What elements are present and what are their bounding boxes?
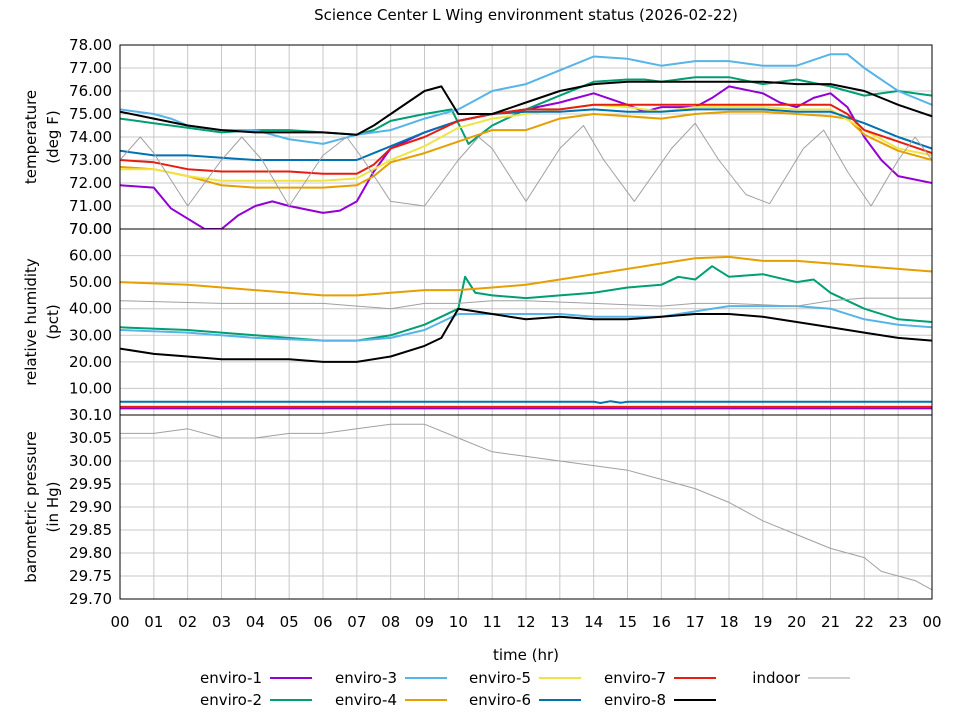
y-axis-title-line: barometric pressure bbox=[22, 431, 40, 583]
x-tick-label: 17 bbox=[686, 613, 705, 631]
x-tick-label: 12 bbox=[516, 613, 535, 631]
x-axis-title: time (hr) bbox=[493, 646, 559, 664]
y-tick-label: 74.00 bbox=[69, 128, 112, 146]
x-tick-label: 01 bbox=[144, 613, 163, 631]
y-tick-label: 70.00 bbox=[69, 220, 112, 238]
y-tick-label: 50.00 bbox=[69, 273, 112, 291]
y-tick-label: 29.75 bbox=[69, 567, 112, 585]
y-tick-label: 71.00 bbox=[69, 197, 112, 215]
series-line-enviro-8 bbox=[120, 307, 932, 363]
series-line-enviro-8 bbox=[120, 80, 932, 136]
series-line-enviro-3 bbox=[120, 53, 932, 145]
y-tick-label: 60.00 bbox=[69, 247, 112, 265]
legend: enviro-1 enviro-2 enviro-3 enviro-4 enviro-5… bbox=[200, 669, 850, 709]
series-line-indoor bbox=[120, 297, 932, 310]
y-tick-label: 30.00 bbox=[69, 326, 112, 344]
series-line-enviro-6 bbox=[120, 400, 932, 404]
legend-label-enviro-4: enviro-4 bbox=[335, 691, 397, 709]
legend-label-enviro-5: enviro-5 bbox=[469, 669, 531, 687]
x-tick-label: 14 bbox=[584, 613, 603, 631]
series-group bbox=[120, 255, 932, 410]
x-tick-labels: 00 01 02 03 04 05 06 07 08 09 10 11 12 13 14 15 16 17 18 19… bbox=[110, 613, 941, 631]
legend-label-enviro-7: enviro-7 bbox=[604, 669, 666, 687]
x-tick-label: 11 bbox=[483, 613, 502, 631]
x-tick-label: 08 bbox=[381, 613, 400, 631]
y-tick-label: 29.70 bbox=[69, 590, 112, 608]
y-axis-title: relative humidity (pct) bbox=[22, 258, 62, 386]
y-axis-title: temperature (deg F) bbox=[22, 90, 62, 184]
series-line-enviro-3 bbox=[120, 305, 932, 342]
series-line-enviro-4 bbox=[120, 255, 932, 297]
y-tick-label: 30.05 bbox=[69, 429, 112, 447]
series-line-enviro-6 bbox=[120, 108, 932, 161]
panel-temperature: 70.00 71.00 72.00 73.00 74.00 75.00 76.00 77.00… bbox=[22, 36, 933, 238]
y-tick-label: 30.00 bbox=[69, 452, 112, 470]
y-tick-label: 29.85 bbox=[69, 521, 112, 539]
x-tick-label: 23 bbox=[889, 613, 908, 631]
y-tick-label: 72.00 bbox=[69, 174, 112, 192]
y-tick-label: 10.00 bbox=[69, 379, 112, 397]
series-line-indoor bbox=[120, 122, 932, 207]
chart-title: Science Center L Wing environment status… bbox=[314, 6, 738, 24]
y-axis-title-line: (deg F) bbox=[44, 110, 62, 163]
x-tick-label: 10 bbox=[449, 613, 468, 631]
x-tick-label: 20 bbox=[787, 613, 806, 631]
x-tick-label: 00 bbox=[922, 613, 941, 631]
x-tick-label: 22 bbox=[855, 613, 874, 631]
x-tick-label: 21 bbox=[821, 613, 840, 631]
legend-label-enviro-6: enviro-6 bbox=[469, 691, 531, 709]
y-axis-title-line: temperature bbox=[22, 90, 40, 184]
series-group bbox=[120, 423, 932, 591]
series-line-enviro-7 bbox=[120, 103, 932, 175]
x-tick-label: 07 bbox=[347, 613, 366, 631]
y-tick-label: 20.00 bbox=[69, 353, 112, 371]
x-tick-label: 16 bbox=[652, 613, 671, 631]
panel-frame bbox=[119, 414, 933, 600]
y-tick-label: 70.00 bbox=[69, 220, 112, 238]
x-tick-label: 06 bbox=[313, 613, 332, 631]
y-tick-label: 77.00 bbox=[69, 59, 112, 77]
legend-label-indoor: indoor bbox=[752, 669, 801, 687]
x-tick-label: 03 bbox=[212, 613, 231, 631]
x-tick-label: 09 bbox=[415, 613, 434, 631]
x-tick-label: 13 bbox=[550, 613, 569, 631]
y-tick-label: 76.00 bbox=[69, 82, 112, 100]
legend-label-enviro-8: enviro-8 bbox=[604, 691, 666, 709]
y-axis-title-line: (pct) bbox=[44, 304, 62, 339]
y-axis-title-line: relative humidity bbox=[22, 258, 40, 386]
y-tick-label: 73.00 bbox=[69, 151, 112, 169]
panel-humidity: 10.00 20.00 30.00 40.00 50.00 60.00 70.00 relat… bbox=[22, 220, 933, 416]
x-tick-label: 00 bbox=[110, 613, 129, 631]
y-tick-label: 30.10 bbox=[69, 406, 112, 424]
y-tick-label: 78.00 bbox=[69, 36, 112, 54]
x-tick-label: 18 bbox=[719, 613, 738, 631]
series-group bbox=[120, 53, 932, 229]
y-tick-label: 29.95 bbox=[69, 475, 112, 493]
y-tick-label: 29.90 bbox=[69, 498, 112, 516]
y-axis-title-line: (in Hg) bbox=[44, 482, 62, 533]
series-line-indoor bbox=[120, 423, 932, 591]
series-line-enviro-1 bbox=[120, 85, 932, 229]
x-tick-label: 04 bbox=[246, 613, 265, 631]
y-tick-label: 40.00 bbox=[69, 300, 112, 318]
y-axis-title: barometric pressure (in Hg) bbox=[22, 431, 62, 583]
series-line-enviro-4 bbox=[120, 110, 932, 189]
x-tick-label: 19 bbox=[753, 613, 772, 631]
legend-label-enviro-2: enviro-2 bbox=[200, 691, 262, 709]
panel-pressure: 29.70 29.75 29.80 29.85 29.90 29.95 30.00 30.05… bbox=[22, 406, 933, 608]
y-tick-label: 29.80 bbox=[69, 544, 112, 562]
x-tick-label: 05 bbox=[280, 613, 299, 631]
series-line-enviro-5 bbox=[120, 103, 932, 182]
legend-label-enviro-1: enviro-1 bbox=[200, 669, 262, 687]
y-tick-label: 75.00 bbox=[69, 105, 112, 123]
legend-label-enviro-3: enviro-3 bbox=[335, 669, 397, 687]
x-tick-label: 02 bbox=[178, 613, 197, 631]
x-tick-label: 15 bbox=[618, 613, 637, 631]
